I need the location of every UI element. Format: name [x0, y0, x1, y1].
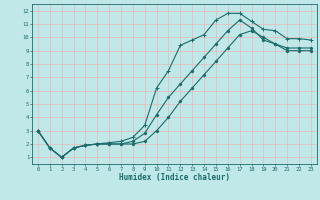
X-axis label: Humidex (Indice chaleur): Humidex (Indice chaleur): [119, 173, 230, 182]
